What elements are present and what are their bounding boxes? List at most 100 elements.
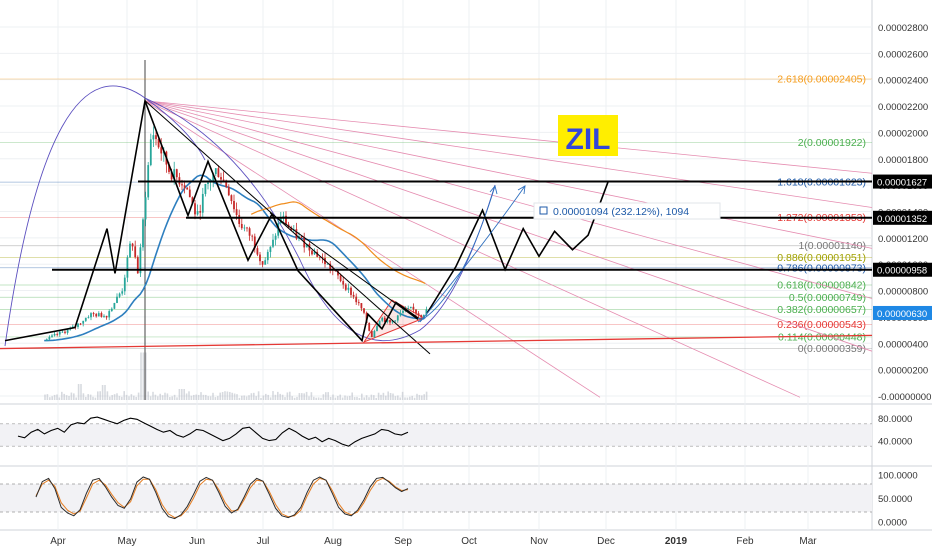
volume-bar — [97, 391, 99, 400]
candle-body — [264, 260, 267, 265]
volume-bar — [301, 393, 303, 400]
volume-bar — [104, 385, 106, 400]
candle-body — [100, 313, 103, 317]
candle-body — [256, 248, 259, 255]
volume-bar — [260, 397, 262, 400]
projection-path — [426, 180, 610, 314]
candle-body — [144, 197, 147, 220]
candle-body — [61, 331, 64, 333]
volume-bar — [231, 392, 233, 400]
volume-bar — [212, 392, 214, 400]
volume-bar — [411, 395, 413, 400]
volume-bar — [327, 392, 329, 400]
candle-body — [230, 195, 233, 202]
candle-body — [142, 219, 144, 248]
volume-bar — [128, 396, 130, 400]
volume-bar — [277, 391, 279, 400]
measure-label: 0.00001094 (232.12%), 1094 — [553, 206, 689, 218]
candle-body — [227, 186, 230, 196]
projection-arrow — [419, 185, 526, 323]
volume-bar — [392, 393, 394, 400]
candle-body — [409, 306, 412, 309]
volume-bar — [188, 391, 190, 400]
volume-bar — [344, 395, 346, 400]
candle-body — [235, 209, 238, 215]
volume-bar — [413, 397, 416, 400]
volume-bar — [353, 397, 356, 400]
volume-bar — [173, 394, 176, 400]
volume-bar — [356, 396, 358, 400]
volume-bar — [65, 395, 68, 400]
candle-body — [373, 330, 376, 337]
volume-bar — [363, 397, 365, 400]
wave-zigzag — [4, 97, 419, 343]
candle-body — [326, 263, 329, 265]
volume-bar — [202, 394, 205, 400]
time-tick-label: Oct — [461, 536, 477, 547]
volume-bar — [253, 392, 255, 400]
candle-body — [105, 315, 108, 318]
volume-bar — [284, 397, 286, 400]
time-tick-label: Sep — [394, 536, 412, 547]
stoch-k-line — [35, 476, 409, 520]
symbol-badge: ZIL — [558, 115, 618, 156]
volume-bar — [373, 395, 375, 400]
candle-body — [77, 323, 79, 327]
volume-bar — [185, 393, 188, 400]
arrow-head — [517, 185, 526, 195]
price-label-bg — [873, 305, 932, 320]
candle-body — [240, 223, 243, 229]
volume-bar — [190, 395, 193, 400]
candle-body — [337, 270, 339, 276]
candle-body — [383, 317, 386, 323]
volume-bar — [217, 396, 219, 400]
candle-body — [175, 169, 178, 178]
fibonacci-levels: 2.618(0.00002405) 2(0.00001922) 1.618(0.00… — [0, 74, 872, 355]
volume-bar — [281, 394, 284, 400]
candle-body — [389, 319, 391, 323]
candle-body — [51, 335, 53, 337]
candle-body — [272, 239, 274, 247]
volume-bar — [152, 391, 154, 400]
volume-bar — [308, 396, 310, 400]
volume-bar — [315, 397, 317, 400]
volume-bar — [272, 391, 274, 400]
volume-bar — [123, 391, 125, 400]
candle-body — [259, 254, 261, 262]
stoch-band — [0, 483, 872, 513]
rsi-tick-label: 40.0000 — [878, 437, 912, 448]
stoch-tick-label: 100.0000 — [878, 471, 918, 482]
candle-body — [269, 246, 272, 252]
trendline — [269, 212, 419, 320]
volume-bar — [382, 392, 385, 400]
volume-bar — [305, 391, 308, 400]
candle-body — [113, 302, 116, 309]
volume-bar — [377, 392, 380, 400]
price-tick-label: 0.00002400 — [878, 76, 928, 87]
measure-annotation[interactable]: 0.00001094 (232.12%), 1094 — [533, 202, 721, 220]
candle-body — [160, 147, 163, 154]
volume-bar — [337, 396, 339, 400]
volume-bar — [416, 393, 418, 400]
candle-body — [339, 275, 342, 282]
volume-bar — [75, 397, 77, 400]
candle-body — [318, 256, 321, 258]
volume-bar — [200, 392, 202, 400]
volume-bar — [332, 394, 334, 400]
fib-level-label: 1(0.00001140) — [798, 240, 866, 252]
candle-body — [79, 323, 82, 325]
time-tick-label: 2019 — [665, 536, 688, 547]
axes: 0.00002800 0.00002600 0.00002400 0.00002200… — [50, 23, 932, 547]
volume-bar — [293, 397, 296, 400]
volume-bar — [209, 396, 212, 400]
volume-bar — [178, 389, 181, 400]
candle-body — [66, 329, 69, 333]
candle-body — [285, 215, 287, 225]
candle-body — [425, 309, 428, 315]
time-tick-label: May — [118, 536, 137, 547]
volume-bar — [85, 396, 87, 400]
stoch-tick-label: 0.0000 — [878, 517, 907, 528]
rsi-tick-label: 80.0000 — [878, 414, 912, 425]
candle-body — [58, 331, 61, 335]
